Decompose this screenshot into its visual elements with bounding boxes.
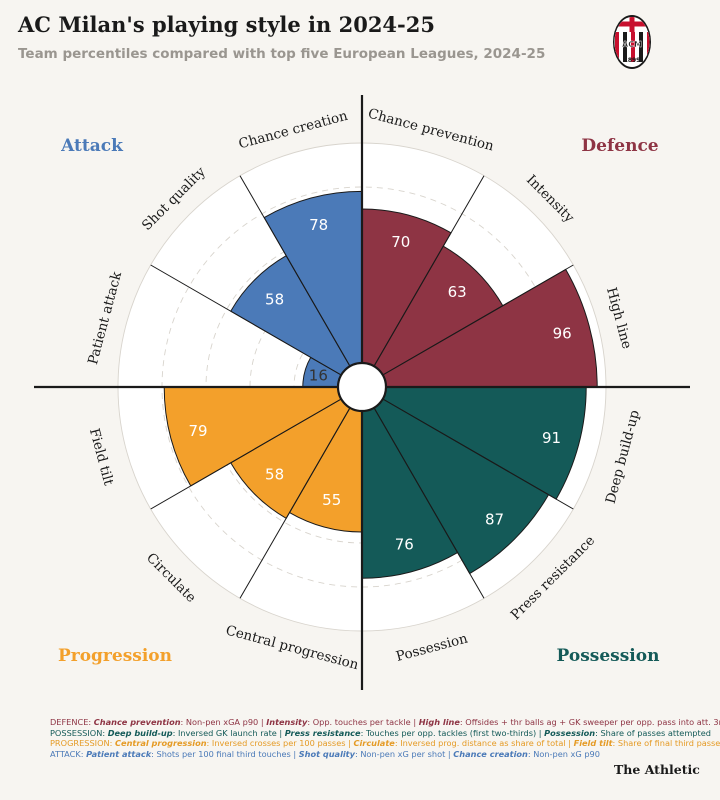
spoke-line	[150, 398, 342, 510]
value-label: 96	[553, 324, 572, 342]
chart-subtitle: Team percentiles compared with top five …	[18, 46, 546, 62]
category-label: High line	[603, 286, 635, 351]
spoke-line	[239, 407, 351, 599]
chart-title: AC Milan's playing style in 2024-25	[18, 12, 435, 37]
footnote-defence: DEFENCE: Chance prevention: Non-pen xGA …	[50, 717, 720, 727]
spoke-line	[382, 264, 574, 376]
category-label: Possession	[394, 630, 469, 665]
footnote-progression: PROGRESSION: Central progression: Invers…	[50, 738, 720, 749]
spoke-line	[239, 175, 351, 367]
center-hub	[336, 361, 388, 413]
category-label: Field tilt	[86, 427, 117, 488]
group-label-attack: Attack	[60, 136, 124, 156]
value-label: 79	[188, 422, 207, 440]
footnote-possession: POSSESSION: Deep build-up: Inversed GK l…	[50, 727, 711, 738]
value-label: 78	[309, 216, 328, 234]
spoke-line	[150, 264, 342, 376]
spoke-line	[373, 175, 485, 367]
value-label: 87	[485, 511, 504, 529]
category-label: Patient attack	[85, 269, 125, 366]
ac-milan-crest-icon: ACM 1899	[613, 15, 651, 69]
metric-definitions: DEFENCE: Chance prevention: Non-pen xGA …	[50, 717, 720, 759]
group-label-defence: Defence	[581, 136, 658, 156]
crest-text: ACM	[622, 40, 642, 49]
value-label: 76	[395, 536, 414, 554]
group-label-progression: Progression	[58, 646, 172, 666]
spoke-line	[382, 398, 574, 510]
value-label: 63	[448, 283, 467, 301]
value-label: 58	[265, 291, 284, 309]
crest-year: 1899	[624, 57, 641, 64]
footnote-attack: ATTACK: Patient attack: Shots per 100 fi…	[50, 748, 600, 759]
value-label: 58	[265, 465, 284, 483]
spoke-line	[373, 407, 485, 599]
category-label: Deep build-up	[603, 408, 643, 505]
value-label: 16	[309, 366, 328, 384]
value-label: 55	[322, 491, 341, 509]
brand-logo: The Athletic	[614, 762, 700, 777]
group-label-possession: Possession	[557, 646, 660, 666]
value-label: 70	[391, 233, 410, 251]
value-label: 91	[542, 429, 561, 447]
